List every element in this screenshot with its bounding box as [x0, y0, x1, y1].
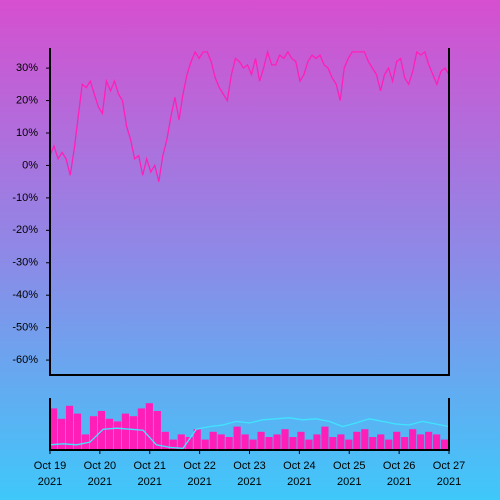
bar	[433, 434, 441, 450]
x-tick-label: Oct 25	[333, 460, 365, 472]
bar	[281, 429, 289, 450]
bar	[185, 437, 193, 450]
bar	[153, 411, 161, 450]
x-tick-label: Oct 20	[84, 460, 116, 472]
bar	[201, 439, 209, 450]
x-tick-label: Oct 26	[383, 460, 415, 472]
line	[49, 49, 450, 182]
bar	[209, 431, 217, 450]
y-tick-label: 10%	[16, 127, 38, 139]
bar	[105, 418, 114, 450]
x-tick-label: Oct 23	[233, 460, 265, 472]
bar	[73, 413, 82, 450]
bar	[345, 439, 353, 450]
bar	[441, 439, 449, 450]
y-tick-label: 0%	[22, 159, 38, 171]
y-tick-label: 20%	[16, 94, 38, 106]
x-tick-label: 2021	[187, 476, 211, 488]
x-tick-label: 2021	[138, 476, 162, 488]
line	[49, 417, 450, 450]
x-tick-label: 2021	[337, 476, 361, 488]
bar	[137, 408, 145, 450]
bar	[241, 434, 249, 450]
bar	[217, 434, 225, 450]
bar	[409, 429, 417, 450]
bar	[337, 434, 345, 450]
bar	[401, 437, 409, 450]
bar	[129, 416, 137, 450]
bar	[313, 434, 321, 450]
y-tick-label: -40%	[12, 289, 38, 301]
bar	[145, 403, 153, 450]
y-tick-label: -20%	[12, 224, 38, 236]
bar	[193, 429, 201, 450]
bar	[417, 434, 425, 450]
bar	[50, 408, 58, 450]
bar	[169, 439, 177, 450]
y-tick-label: -50%	[12, 322, 38, 334]
x-tick-label: 2021	[387, 476, 411, 488]
x-tick-label: 2021	[38, 476, 62, 488]
x-tick-label: Oct 21	[134, 460, 166, 472]
x-tick-label: 2021	[437, 476, 461, 488]
bar	[57, 418, 66, 450]
bar	[265, 437, 273, 450]
x-tick-label: Oct 19	[34, 460, 66, 472]
bar	[385, 439, 393, 450]
x-tick-label: 2021	[88, 476, 112, 488]
bar	[425, 431, 433, 450]
bar	[361, 429, 369, 450]
bar	[225, 437, 233, 450]
bar	[353, 431, 361, 450]
bar	[329, 437, 337, 450]
bar	[257, 431, 265, 450]
bar	[113, 421, 122, 450]
y-tick-label: -30%	[12, 257, 38, 269]
bar	[65, 405, 74, 450]
x-tick-label: Oct 22	[183, 460, 215, 472]
x-tick-label: Oct 24	[283, 460, 315, 472]
y-tick-label: -10%	[12, 192, 38, 204]
bar	[161, 431, 169, 450]
x-tick-label: Oct 27	[433, 460, 465, 472]
bar	[369, 437, 377, 450]
bar	[81, 434, 90, 450]
y-tick-label: -60%	[12, 354, 38, 366]
x-tick-label: 2021	[287, 476, 311, 488]
bar	[233, 426, 241, 450]
bar	[273, 434, 281, 450]
bar	[297, 431, 305, 450]
bar	[321, 426, 329, 450]
bar	[377, 434, 385, 450]
bar	[177, 434, 185, 450]
bar	[249, 439, 257, 450]
x-tick-label: 2021	[237, 476, 261, 488]
bar	[121, 413, 130, 450]
y-tick-label: 30%	[16, 62, 38, 74]
bar	[289, 437, 297, 450]
bar	[393, 431, 401, 450]
bar	[89, 416, 98, 450]
bar	[305, 439, 313, 450]
